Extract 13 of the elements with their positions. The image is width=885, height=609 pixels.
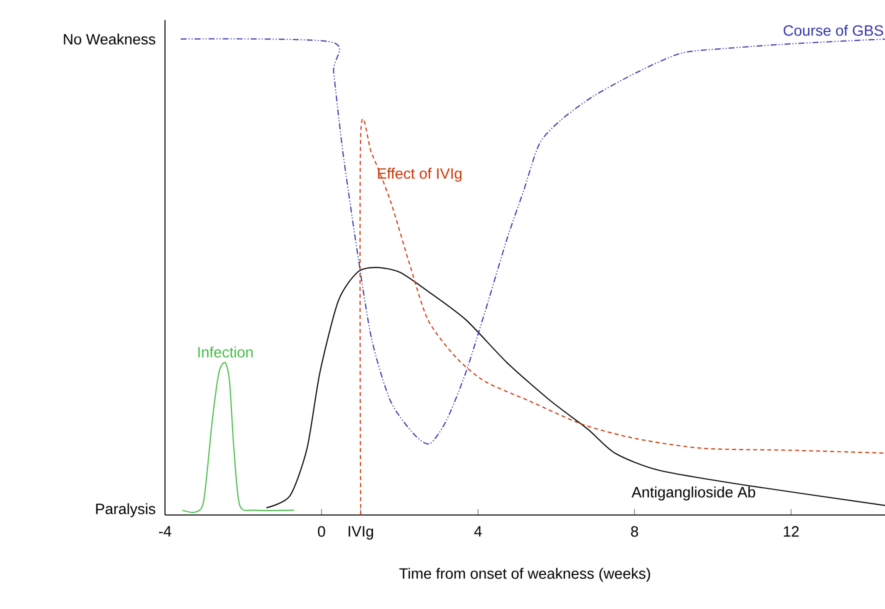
- text: Paralysis: [96, 503, 156, 518]
- x-tick-label: -4: [158, 526, 172, 537]
- text: No Weakness: [64, 34, 156, 45]
- x-tick-label: IVIg: [348, 526, 374, 540]
- series-label: Antiganglioside Ab: [632, 486, 756, 500]
- series-label: Infection: [198, 346, 253, 358]
- x-tick-label: 0: [318, 526, 326, 537]
- x-tick-label: 8: [631, 526, 638, 537]
- x-axis-title: Time from onset of weakness (weeks): [399, 568, 650, 582]
- x-tick-label: 4: [474, 526, 482, 537]
- x-tick-label: 12: [784, 526, 799, 537]
- series-label: Effect of IVIg: [378, 168, 462, 182]
- series-label: Course of GBS: [784, 24, 884, 36]
